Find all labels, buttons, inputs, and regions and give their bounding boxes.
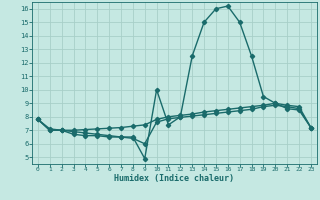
X-axis label: Humidex (Indice chaleur): Humidex (Indice chaleur) xyxy=(115,174,234,183)
